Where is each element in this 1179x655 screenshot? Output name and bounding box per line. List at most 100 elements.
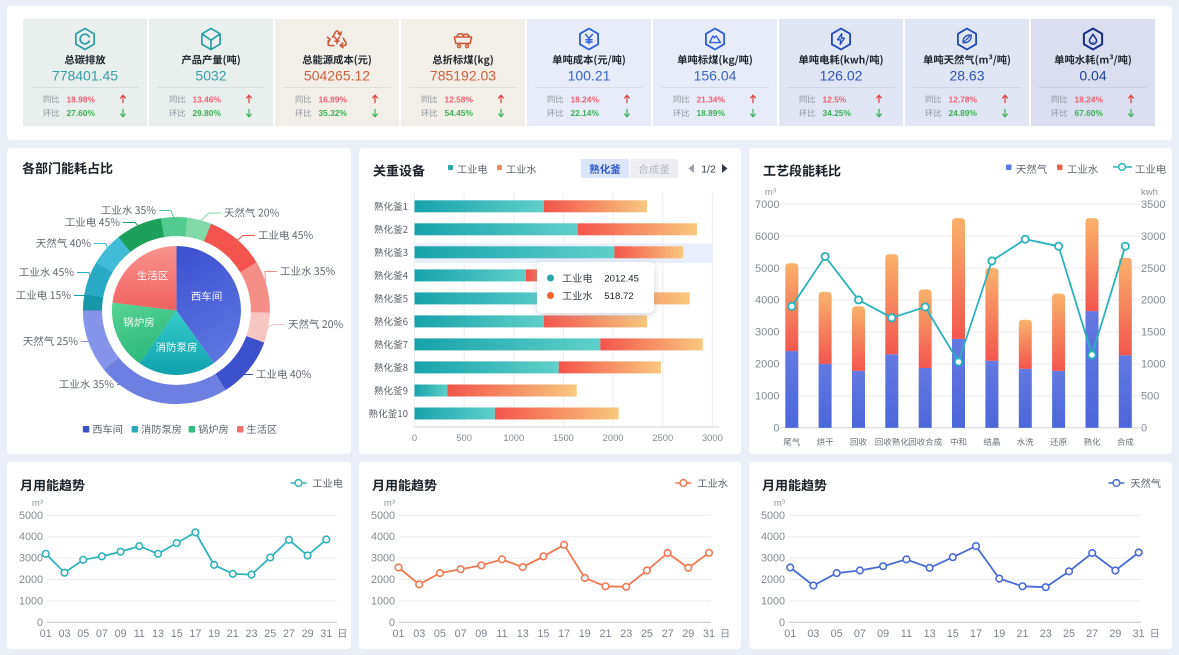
svg-text:07: 07 — [455, 628, 467, 640]
svg-text:15: 15 — [171, 628, 183, 640]
svg-text:09: 09 — [115, 628, 127, 640]
svg-text:27.60%: 27.60% — [67, 108, 96, 118]
svg-text:0: 0 — [1141, 423, 1147, 435]
svg-text:18.24%: 18.24% — [571, 94, 600, 104]
svg-text:18.89%: 18.89% — [697, 108, 726, 118]
svg-text:17: 17 — [189, 628, 201, 640]
svg-text:03: 03 — [58, 628, 70, 640]
svg-text:2000: 2000 — [19, 574, 43, 586]
svg-text:01: 01 — [784, 628, 796, 640]
svg-text:07: 07 — [96, 628, 108, 640]
svg-text:12.58%: 12.58% — [445, 94, 474, 104]
svg-text:5000: 5000 — [761, 510, 785, 522]
svg-text:7000: 7000 — [755, 199, 779, 211]
svg-text:27: 27 — [283, 628, 295, 640]
svg-text:1000: 1000 — [761, 595, 785, 607]
svg-text:07: 07 — [854, 628, 866, 640]
svg-text:0: 0 — [389, 617, 395, 629]
svg-text:21: 21 — [599, 628, 611, 640]
svg-text:15: 15 — [947, 628, 959, 640]
svg-text:126.02: 126.02 — [820, 68, 863, 84]
svg-text:21.34%: 21.34% — [697, 94, 726, 104]
svg-text:16.89%: 16.89% — [319, 94, 348, 104]
svg-text:29: 29 — [1109, 628, 1121, 640]
svg-text:785192.03: 785192.03 — [430, 68, 496, 84]
svg-text:4000: 4000 — [761, 531, 785, 543]
svg-text:5000: 5000 — [755, 263, 779, 275]
svg-text:31: 31 — [320, 628, 332, 640]
svg-text:15: 15 — [537, 628, 549, 640]
svg-text:01: 01 — [40, 628, 52, 640]
svg-text:05: 05 — [831, 628, 843, 640]
svg-text:3000: 3000 — [1141, 231, 1165, 243]
svg-text:2000: 2000 — [755, 359, 779, 371]
svg-text:2000: 2000 — [1141, 295, 1165, 307]
svg-text:03: 03 — [807, 628, 819, 640]
svg-text:m³: m³ — [765, 187, 776, 198]
svg-text:3000: 3000 — [19, 553, 43, 565]
svg-text:25: 25 — [264, 628, 276, 640]
svg-text:m³: m³ — [32, 498, 43, 509]
svg-text:29: 29 — [302, 628, 314, 640]
svg-text:25: 25 — [1063, 628, 1075, 640]
svg-text:31: 31 — [703, 628, 715, 640]
svg-text:6000: 6000 — [755, 231, 779, 243]
svg-text:3500: 3500 — [1141, 199, 1165, 211]
svg-text:0: 0 — [773, 423, 779, 435]
svg-text:1000: 1000 — [1141, 359, 1165, 371]
svg-text:23: 23 — [245, 628, 257, 640]
svg-text:21: 21 — [1016, 628, 1028, 640]
svg-text:100.21: 100.21 — [568, 68, 611, 84]
svg-text:12.5%: 12.5% — [823, 94, 847, 104]
svg-text:1000: 1000 — [19, 595, 43, 607]
svg-text:19: 19 — [993, 628, 1005, 640]
svg-text:778401.45: 778401.45 — [52, 68, 118, 84]
svg-text:18.98%: 18.98% — [67, 94, 96, 104]
svg-text:09: 09 — [877, 628, 889, 640]
svg-text:13.46%: 13.46% — [193, 94, 222, 104]
svg-text:0: 0 — [37, 617, 43, 629]
svg-text:156.04: 156.04 — [694, 68, 737, 84]
svg-text:kwh: kwh — [1141, 187, 1158, 198]
svg-text:21: 21 — [227, 628, 239, 640]
svg-text:500: 500 — [1141, 391, 1159, 403]
svg-text:3000: 3000 — [755, 327, 779, 339]
svg-text:27: 27 — [662, 628, 674, 640]
svg-text:5000: 5000 — [19, 510, 43, 522]
svg-text:11: 11 — [496, 628, 507, 640]
svg-text:22.14%: 22.14% — [571, 108, 600, 118]
svg-text:31: 31 — [1133, 628, 1145, 640]
svg-text:05: 05 — [434, 628, 446, 640]
svg-text:2500: 2500 — [1141, 263, 1165, 275]
svg-text:0: 0 — [779, 617, 785, 629]
svg-text:504265.12: 504265.12 — [304, 68, 370, 84]
svg-text:1000: 1000 — [755, 391, 779, 403]
svg-text:12.78%: 12.78% — [949, 94, 978, 104]
svg-text:67.60%: 67.60% — [1075, 108, 1104, 118]
svg-text:4000: 4000 — [755, 295, 779, 307]
svg-text:3000: 3000 — [371, 553, 395, 565]
svg-text:11: 11 — [901, 628, 912, 640]
svg-text:5000: 5000 — [371, 510, 395, 522]
svg-text:0.04: 0.04 — [1079, 68, 1106, 84]
svg-text:24.89%: 24.89% — [949, 108, 978, 118]
svg-text:4000: 4000 — [371, 531, 395, 543]
svg-text:25: 25 — [641, 628, 653, 640]
svg-text:05: 05 — [77, 628, 89, 640]
svg-text:13: 13 — [924, 628, 936, 640]
svg-text:1500: 1500 — [1141, 327, 1165, 339]
svg-text:2000: 2000 — [603, 432, 624, 443]
svg-text:54.45%: 54.45% — [445, 108, 474, 118]
svg-text:2500: 2500 — [652, 432, 673, 443]
svg-text:3000: 3000 — [761, 553, 785, 565]
svg-text:4000: 4000 — [19, 531, 43, 543]
svg-text:2000: 2000 — [761, 574, 785, 586]
svg-text:19: 19 — [208, 628, 220, 640]
svg-text:5032: 5032 — [195, 68, 226, 84]
svg-text:01: 01 — [392, 628, 404, 640]
svg-text:17: 17 — [558, 628, 570, 640]
svg-text:19: 19 — [579, 628, 591, 640]
svg-text:1500: 1500 — [553, 432, 574, 443]
svg-text:13: 13 — [517, 628, 529, 640]
svg-text:1000: 1000 — [371, 595, 395, 607]
